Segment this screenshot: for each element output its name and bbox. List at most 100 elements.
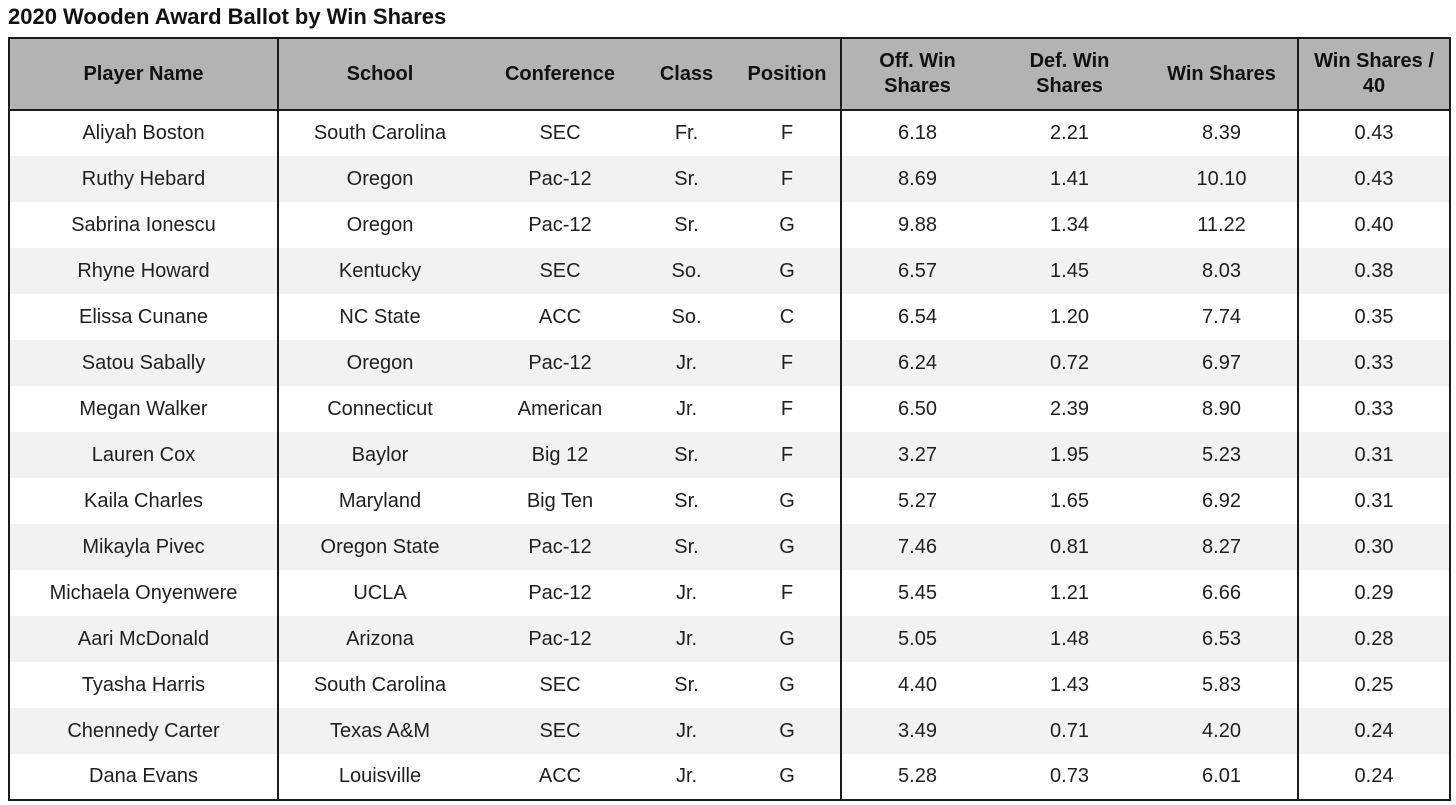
- position-cell: G: [734, 708, 842, 754]
- table-row: Kaila Charles Maryland Big Ten Sr. G 5.2…: [9, 478, 1450, 524]
- win-shares-table: Player Name School Conference Class Posi…: [8, 37, 1451, 801]
- header-row: Player Name School Conference Class Posi…: [9, 38, 1450, 111]
- col-header-school: School: [278, 38, 481, 111]
- position-cell: F: [734, 432, 842, 478]
- def-win-shares-cell: 2.39: [993, 386, 1146, 432]
- class-cell: Jr.: [639, 340, 734, 386]
- position-cell: G: [734, 524, 842, 570]
- school-cell: Louisville: [278, 754, 481, 800]
- school-cell: South Carolina: [278, 110, 481, 156]
- conference-cell: SEC: [481, 248, 639, 294]
- table-row: Mikayla Pivec Oregon State Pac-12 Sr. G …: [9, 524, 1450, 570]
- conference-cell: Pac-12: [481, 202, 639, 248]
- table-row: Tyasha Harris South Carolina SEC Sr. G 4…: [9, 662, 1450, 708]
- win-shares-per-40-cell: 0.24: [1298, 708, 1450, 754]
- class-cell: Jr.: [639, 754, 734, 800]
- player-name-cell: Chennedy Carter: [9, 708, 279, 754]
- class-cell: Jr.: [639, 616, 734, 662]
- player-name-cell: Satou Sabally: [9, 340, 279, 386]
- player-name-cell: Dana Evans: [9, 754, 279, 800]
- def-win-shares-cell: 1.41: [993, 156, 1146, 202]
- win-shares-cell: 7.74: [1146, 294, 1299, 340]
- position-cell: F: [734, 570, 842, 616]
- player-name-cell: Michaela Onyenwere: [9, 570, 279, 616]
- school-cell: Arizona: [278, 616, 481, 662]
- school-cell: Oregon: [278, 202, 481, 248]
- conference-cell: Big Ten: [481, 478, 639, 524]
- class-cell: Jr.: [639, 708, 734, 754]
- win-shares-per-40-cell: 0.25: [1298, 662, 1450, 708]
- off-win-shares-cell: 5.27: [841, 478, 993, 524]
- position-cell: G: [734, 616, 842, 662]
- def-win-shares-cell: 1.65: [993, 478, 1146, 524]
- school-cell: Oregon: [278, 156, 481, 202]
- off-win-shares-cell: 6.57: [841, 248, 993, 294]
- win-shares-per-40-cell: 0.43: [1298, 110, 1450, 156]
- conference-cell: Pac-12: [481, 524, 639, 570]
- def-win-shares-cell: 1.20: [993, 294, 1146, 340]
- conference-cell: ACC: [481, 294, 639, 340]
- win-shares-cell: 11.22: [1146, 202, 1299, 248]
- off-win-shares-cell: 5.45: [841, 570, 993, 616]
- win-shares-per-40-cell: 0.43: [1298, 156, 1450, 202]
- win-shares-per-40-cell: 0.33: [1298, 340, 1450, 386]
- win-shares-per-40-cell: 0.38: [1298, 248, 1450, 294]
- table-row: Sabrina Ionescu Oregon Pac-12 Sr. G 9.88…: [9, 202, 1450, 248]
- win-shares-cell: 6.01: [1146, 754, 1299, 800]
- position-cell: F: [734, 156, 842, 202]
- win-shares-per-40-cell: 0.31: [1298, 478, 1450, 524]
- win-shares-per-40-cell: 0.29: [1298, 570, 1450, 616]
- win-shares-cell: 6.97: [1146, 340, 1299, 386]
- school-cell: Maryland: [278, 478, 481, 524]
- class-cell: Sr.: [639, 478, 734, 524]
- player-name-cell: Lauren Cox: [9, 432, 279, 478]
- win-shares-cell: 4.20: [1146, 708, 1299, 754]
- conference-cell: SEC: [481, 110, 639, 156]
- table-row: Lauren Cox Baylor Big 12 Sr. F 3.27 1.95…: [9, 432, 1450, 478]
- position-cell: G: [734, 662, 842, 708]
- conference-cell: SEC: [481, 662, 639, 708]
- class-cell: Jr.: [639, 386, 734, 432]
- position-cell: G: [734, 202, 842, 248]
- off-win-shares-cell: 3.49: [841, 708, 993, 754]
- conference-cell: Pac-12: [481, 340, 639, 386]
- win-shares-cell: 6.92: [1146, 478, 1299, 524]
- def-win-shares-cell: 0.72: [993, 340, 1146, 386]
- off-win-shares-cell: 7.46: [841, 524, 993, 570]
- table-row: Michaela Onyenwere UCLA Pac-12 Jr. F 5.4…: [9, 570, 1450, 616]
- table-row: Megan Walker Connecticut American Jr. F …: [9, 386, 1450, 432]
- school-cell: Baylor: [278, 432, 481, 478]
- win-shares-cell: 6.66: [1146, 570, 1299, 616]
- win-shares-per-40-cell: 0.33: [1298, 386, 1450, 432]
- win-shares-cell: 5.83: [1146, 662, 1299, 708]
- off-win-shares-cell: 3.27: [841, 432, 993, 478]
- position-cell: G: [734, 754, 842, 800]
- conference-cell: ACC: [481, 754, 639, 800]
- class-cell: Fr.: [639, 110, 734, 156]
- def-win-shares-cell: 2.21: [993, 110, 1146, 156]
- school-cell: South Carolina: [278, 662, 481, 708]
- conference-cell: SEC: [481, 708, 639, 754]
- def-win-shares-cell: 0.71: [993, 708, 1146, 754]
- off-win-shares-cell: 6.54: [841, 294, 993, 340]
- col-header-off-win-shares: Off. Win Shares: [841, 38, 993, 111]
- table-row: Aliyah Boston South Carolina SEC Fr. F 6…: [9, 110, 1450, 156]
- table-row: Dana Evans Louisville ACC Jr. G 5.28 0.7…: [9, 754, 1450, 800]
- position-cell: F: [734, 340, 842, 386]
- off-win-shares-cell: 8.69: [841, 156, 993, 202]
- def-win-shares-cell: 0.73: [993, 754, 1146, 800]
- def-win-shares-cell: 1.45: [993, 248, 1146, 294]
- win-shares-cell: 5.23: [1146, 432, 1299, 478]
- off-win-shares-cell: 4.40: [841, 662, 993, 708]
- table-row: Chennedy Carter Texas A&M SEC Jr. G 3.49…: [9, 708, 1450, 754]
- class-cell: So.: [639, 294, 734, 340]
- class-cell: So.: [639, 248, 734, 294]
- class-cell: Sr.: [639, 156, 734, 202]
- player-name-cell: Kaila Charles: [9, 478, 279, 524]
- win-shares-per-40-cell: 0.31: [1298, 432, 1450, 478]
- win-shares-cell: 8.90: [1146, 386, 1299, 432]
- school-cell: UCLA: [278, 570, 481, 616]
- conference-cell: Big 12: [481, 432, 639, 478]
- player-name-cell: Mikayla Pivec: [9, 524, 279, 570]
- player-name-cell: Tyasha Harris: [9, 662, 279, 708]
